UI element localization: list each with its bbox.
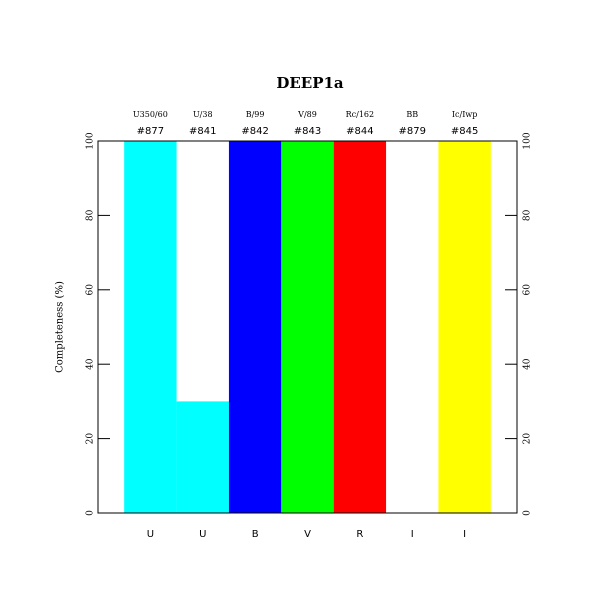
bar <box>281 141 334 513</box>
x-tick-label: V <box>304 529 311 540</box>
y-axis-label: Completeness (%) <box>55 281 66 373</box>
y-tick-label-right: 80 <box>523 209 533 221</box>
y-tick-label-right: 60 <box>523 284 533 296</box>
filter-label: U/38 <box>193 110 213 119</box>
bar <box>438 141 491 513</box>
filter-label: Rc/162 <box>346 110 374 119</box>
x-tick-label: R <box>356 529 363 540</box>
y-tick-label: 60 <box>86 284 96 296</box>
y-tick-label: 20 <box>86 433 96 445</box>
id-label: #845 <box>451 126 478 137</box>
x-tick-label: U <box>199 529 206 540</box>
chart-title: DEEP1a <box>276 74 344 92</box>
filter-label: B/99 <box>246 110 265 119</box>
filter-label: BB <box>406 110 418 119</box>
bar <box>124 141 177 513</box>
id-label: #879 <box>399 126 426 137</box>
id-label: #843 <box>294 126 321 137</box>
id-label: #841 <box>189 126 216 137</box>
bar <box>228 141 282 513</box>
bar <box>333 141 387 513</box>
x-tick-label: B <box>252 529 259 540</box>
filter-label: Ic/Iwp <box>452 110 477 119</box>
filter-label: V/89 <box>297 110 317 119</box>
plot-frame <box>97 140 518 514</box>
y-tick-label-right: 0 <box>523 510 533 516</box>
x-tick-label: U <box>147 529 154 540</box>
y-tick-label: 40 <box>86 358 96 370</box>
y-tick-label-right: 40 <box>523 358 533 370</box>
y-tick-label: 80 <box>86 209 96 221</box>
id-label: #842 <box>241 126 268 137</box>
y-tick-label: 0 <box>86 510 96 516</box>
x-tick-label: I <box>463 529 466 540</box>
y-tick-label: 100 <box>86 132 96 149</box>
id-label: #844 <box>346 126 373 137</box>
x-tick-label: I <box>411 529 414 540</box>
filter-label: U350/60 <box>133 110 168 119</box>
y-tick-label-right: 100 <box>523 132 533 149</box>
bar <box>176 401 229 513</box>
y-tick-label-right: 20 <box>523 433 533 445</box>
id-label: #877 <box>137 126 164 137</box>
